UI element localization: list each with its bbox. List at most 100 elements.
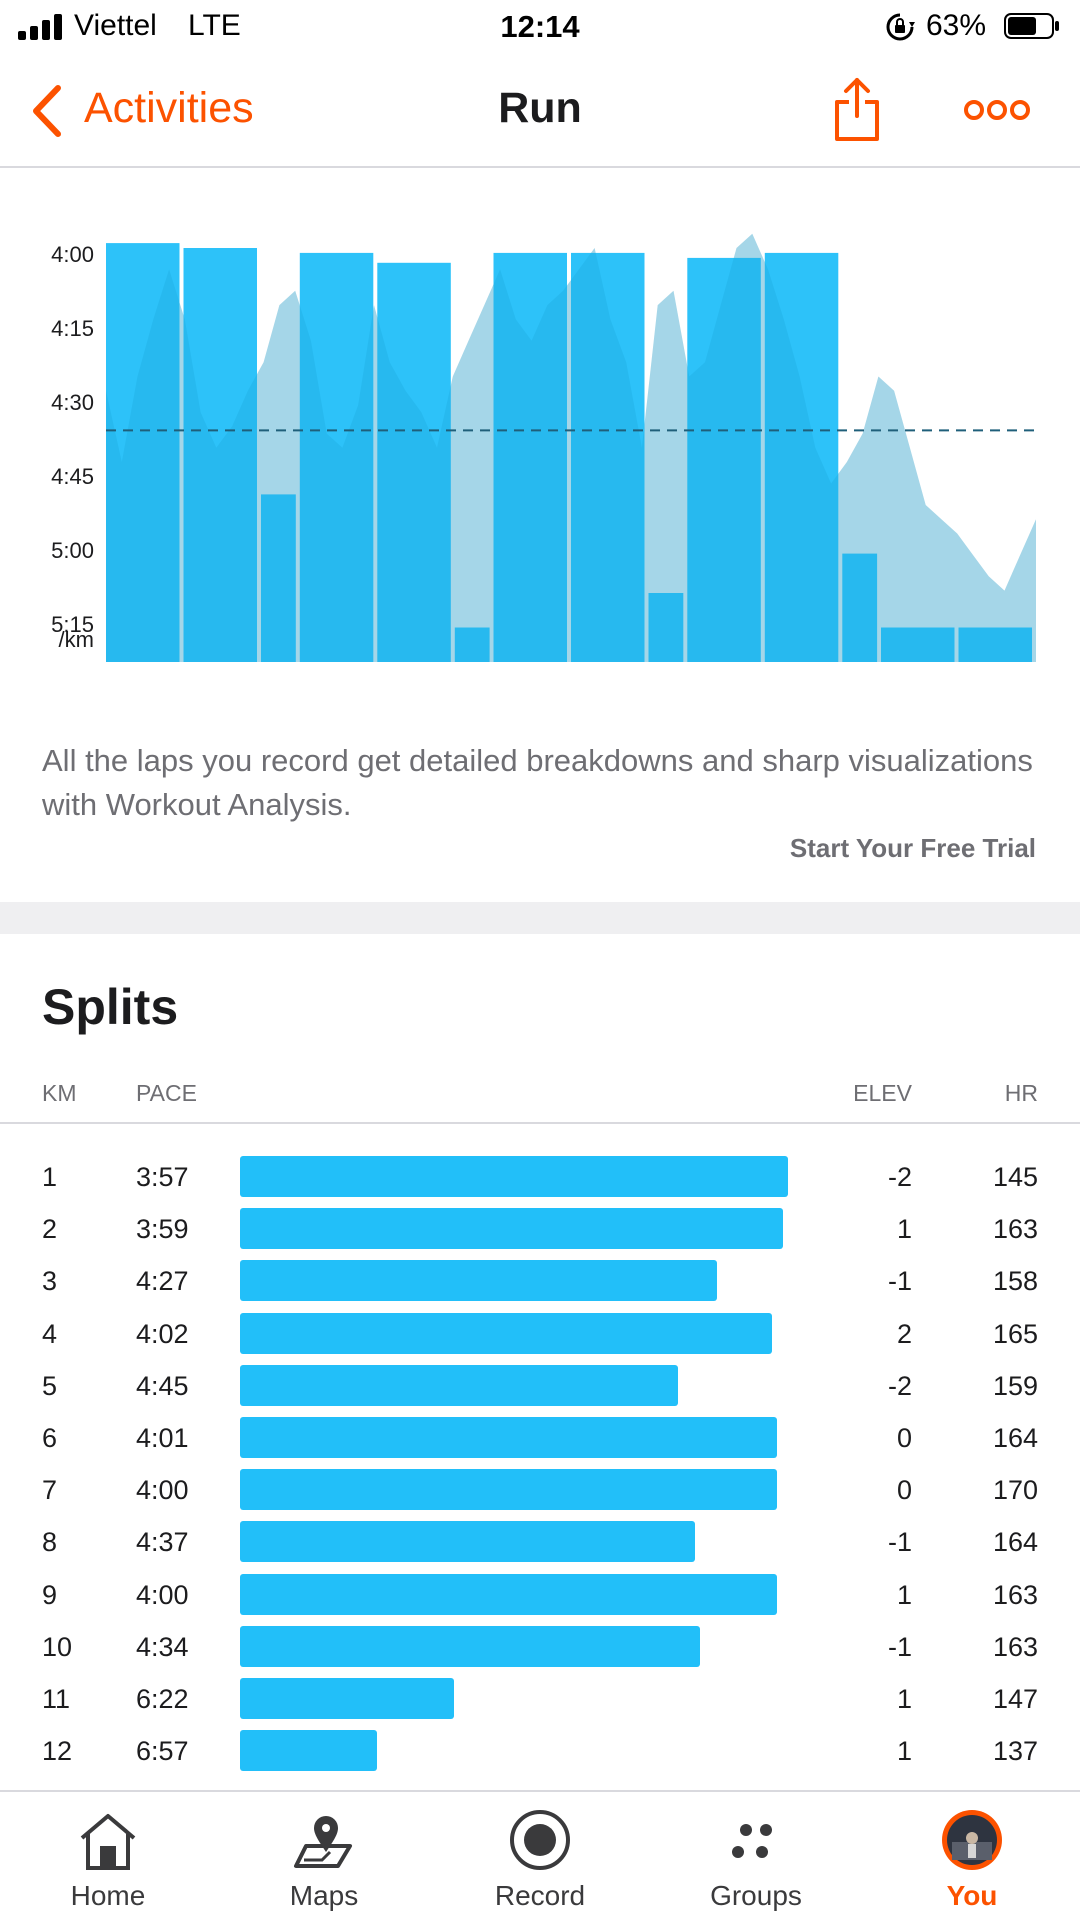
carrier-name: Viettel [74,9,157,42]
tab-groups[interactable]: Groups [648,1792,864,1922]
split-pace: 3:57 [136,1162,189,1192]
nav-bar: Activities Run [0,56,1080,168]
section-divider [0,902,1080,934]
split-hr: 170 [992,1475,1038,1506]
tab-label: Home [70,1880,146,1911]
split-pace-bar [240,1730,377,1772]
split-row: 8 4:37 -1 164 [0,1515,1080,1567]
lap-bar[interactable] [881,627,955,663]
tab-home[interactable]: Home [0,1792,216,1922]
split-elev: 0 [896,1422,912,1453]
split-pace: 4:27 [136,1266,189,1297]
splits-title: Splits [42,979,179,1035]
split-km: 2 [42,1214,58,1245]
split-row: 2 3:59 1 163 [0,1202,1080,1254]
split-pace-bar [240,1573,778,1615]
split-elev: -2 [887,1162,912,1192]
km-header: KM [42,1080,77,1106]
status-time: 12:14 [500,9,580,44]
split-hr: 159 [992,1370,1038,1401]
split-km: 4 [42,1318,58,1349]
split-hr: 147 [992,1683,1038,1714]
split-elev: 0 [896,1475,912,1506]
share-icon[interactable] [834,76,880,142]
split-pace: 4:45 [136,1370,189,1401]
tab-label: Maps [289,1880,359,1911]
lap-bar[interactable] [377,262,451,662]
lap-bar[interactable] [648,593,684,662]
split-row: 9 4:00 1 163 [0,1568,1080,1620]
tab-label: Groups [710,1880,802,1911]
split-row: 3 4:27 -1 158 [0,1254,1080,1306]
split-row: 4 4:02 2 165 [0,1307,1080,1359]
more-options-icon[interactable] [964,98,1030,122]
split-pace: 3:59 [136,1214,189,1245]
hr-header: HR [1004,1080,1038,1106]
split-elev: 1 [896,1214,912,1245]
lap-bar[interactable] [842,553,878,662]
split-km: 6 [42,1422,58,1453]
split-pace-bar [240,1677,454,1719]
split-elev: -1 [887,1631,912,1662]
split-elev: 1 [896,1683,912,1714]
back-button[interactable]: Activities [84,84,254,132]
elev-header: ELEV [853,1080,912,1106]
splits-table: 1 3:57 -2 145 2 3:59 1 163 3 4:27 -1 158 4 4:02 2 165 5 4… [0,1150,1080,1776]
promo-text: All the laps you record get detailed bre… [42,743,1033,822]
lap-bar[interactable] [958,627,1033,663]
split-hr: 163 [992,1631,1038,1662]
split-elev: -2 [887,1370,912,1401]
split-elev: -1 [887,1527,912,1558]
split-pace: 6:22 [136,1683,189,1714]
split-pace-bar [240,1208,783,1250]
lap-bar[interactable] [183,248,258,662]
y-tick-label: 4:45 [51,463,94,489]
lap-bar[interactable] [687,257,761,662]
split-pace: 4:00 [136,1579,189,1610]
split-pace-bar [240,1469,778,1511]
split-hr: 158 [992,1266,1038,1297]
record-icon [510,1810,570,1870]
split-pace: 6:57 [136,1736,189,1767]
lap-bar[interactable] [493,252,568,662]
split-pace: 4:00 [136,1475,189,1506]
lap-bar[interactable] [454,627,490,663]
split-pace-bar [240,1416,778,1458]
split-hr: 137 [992,1736,1038,1767]
lap-bar[interactable] [299,252,374,662]
status-bar: Viettel LTE 12:14 63% [0,0,1080,56]
split-row: 6 4:01 0 164 [0,1411,1080,1463]
y-tick-label: 5:00 [51,537,94,563]
avatar [942,1810,1002,1870]
lap-bar[interactable] [571,252,645,662]
lap-bar[interactable] [764,252,839,662]
back-chevron-icon[interactable] [30,84,64,138]
tab-label: You [946,1880,998,1911]
split-km: 3 [42,1266,58,1297]
free-trial-link[interactable]: Start Your Free Trial [789,833,1036,863]
split-pace-bar [240,1521,695,1563]
split-row: 5 4:45 -2 159 [0,1359,1080,1411]
split-km: 10 [42,1631,73,1662]
lap-bar[interactable] [261,494,296,662]
tab-record[interactable]: Record [432,1792,648,1922]
split-hr: 165 [992,1318,1038,1349]
split-row: 10 4:34 -1 163 [0,1620,1080,1672]
y-tick-label: 4:15 [51,315,94,341]
split-pace-bar [240,1312,772,1354]
lap-bar[interactable] [106,243,180,662]
split-hr: 164 [992,1527,1038,1558]
tab-label: Record [494,1880,586,1911]
lap-pace-chart: 4:00 4:15 4:30 4:45 5:00 5:15 /km [0,168,1080,688]
heart-rate-overlay [106,233,1036,662]
groups-icon [732,1824,772,1858]
maps-icon [294,1816,352,1868]
split-pace: 4:34 [136,1631,189,1662]
split-pace-bar [240,1364,679,1406]
tab-maps[interactable]: Maps [216,1792,432,1922]
split-elev: 1 [896,1736,912,1767]
split-row: 12 6:57 1 137 [0,1724,1080,1776]
tab-you[interactable]: You [864,1792,1080,1922]
y-tick-label: 5:15 [51,611,94,637]
split-hr: 164 [992,1422,1038,1453]
